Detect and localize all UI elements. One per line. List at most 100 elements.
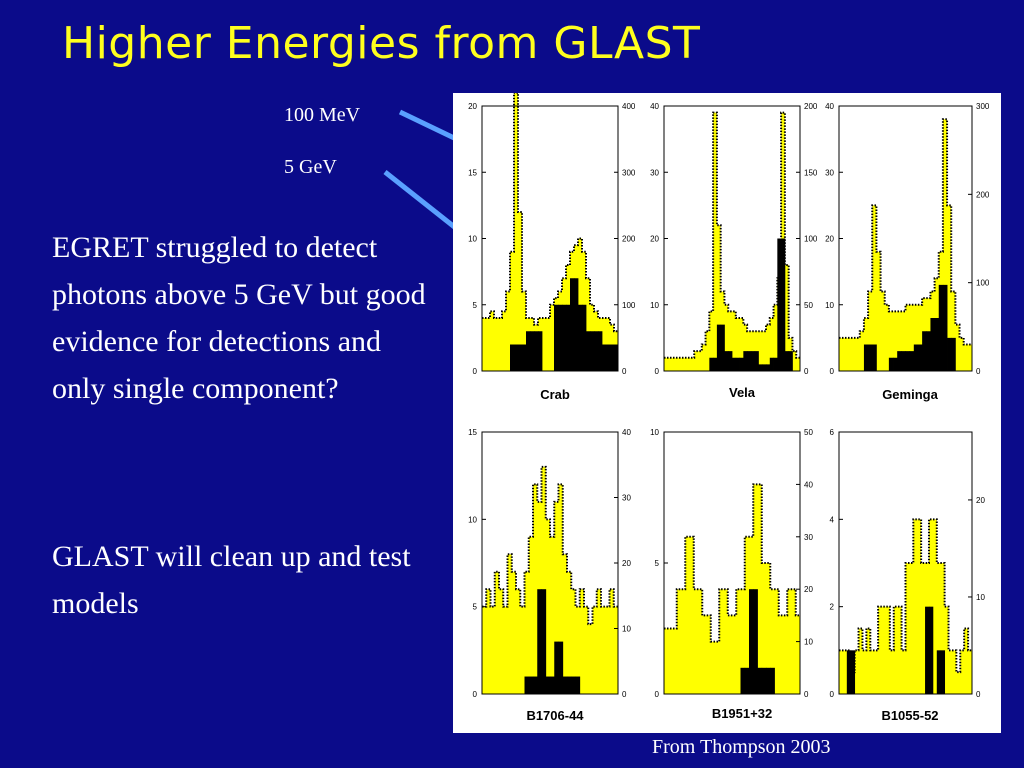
high-energy-bar xyxy=(582,304,587,371)
high-energy-bar xyxy=(893,357,898,371)
left-tick-label: 5 xyxy=(473,301,478,310)
pulsar-light-curves-figure: 051015200100200300400Crab010203040050100… xyxy=(453,93,1001,733)
left-tick-label: 20 xyxy=(468,102,477,111)
panel-title: B1951+32 xyxy=(712,706,772,721)
high-energy-bar xyxy=(709,357,714,371)
light-curve-6: 0 2 4 6 0 10 20 B1055-52 xyxy=(830,428,986,723)
high-energy-bar xyxy=(732,357,737,371)
low-energy-outline xyxy=(839,118,972,346)
right-tick-label: 0 xyxy=(804,367,809,376)
high-energy-bar xyxy=(909,351,915,371)
left-tick-label: 30 xyxy=(825,168,834,177)
light-curve-2: 0 10 20 30 40 0 50 100 150 200 Vela xyxy=(650,102,818,400)
high-energy-bar xyxy=(936,650,942,694)
high-energy-bar xyxy=(934,318,940,371)
high-energy-bar xyxy=(926,331,931,371)
left-tick-label: 0 xyxy=(655,690,660,699)
high-energy-bar xyxy=(769,357,774,371)
callout-5gev: 5 GeV xyxy=(284,156,337,178)
right-tick-label: 20 xyxy=(622,559,631,568)
high-energy-bar xyxy=(868,344,873,371)
right-tick-label: 30 xyxy=(622,494,631,503)
right-tick-label: 100 xyxy=(622,301,636,310)
right-tick-label: 150 xyxy=(804,168,818,177)
left-tick-label: 10 xyxy=(650,428,659,437)
high-energy-bar xyxy=(562,304,567,371)
high-energy-bar xyxy=(930,318,935,371)
right-tick-label: 0 xyxy=(976,690,981,699)
right-tick-label: 200 xyxy=(622,235,636,244)
high-energy-bar xyxy=(747,351,752,371)
high-energy-bar xyxy=(716,324,722,371)
high-energy-bar xyxy=(574,278,579,371)
high-energy-bar xyxy=(567,676,572,694)
right-tick-label: 20 xyxy=(804,585,813,594)
high-energy-bar xyxy=(558,641,564,694)
right-tick-label: 200 xyxy=(804,102,818,111)
callout-100mev: 100 MeV xyxy=(284,104,361,126)
high-energy-bar xyxy=(947,337,952,371)
panel-title: Geminga xyxy=(882,387,938,402)
high-energy-bar xyxy=(554,641,559,694)
high-energy-bar xyxy=(578,304,583,371)
high-energy-bar xyxy=(766,364,771,371)
high-energy-bar xyxy=(522,344,527,371)
right-tick-label: 300 xyxy=(622,168,636,177)
left-tick-label: 10 xyxy=(468,235,477,244)
right-tick-label: 200 xyxy=(976,190,990,199)
right-tick-label: 100 xyxy=(976,279,990,288)
high-energy-bar xyxy=(788,351,793,371)
high-energy-bar xyxy=(526,331,531,371)
high-energy-bar xyxy=(913,344,919,371)
low-energy-histogram xyxy=(482,466,618,694)
right-tick-label: 300 xyxy=(976,102,990,111)
high-energy-bar xyxy=(846,650,852,694)
high-energy-bar xyxy=(905,351,911,371)
high-energy-bar xyxy=(762,364,767,371)
high-energy-bar xyxy=(594,331,599,371)
left-tick-label: 5 xyxy=(473,603,478,612)
right-tick-label: 10 xyxy=(976,593,985,602)
left-tick-label: 10 xyxy=(468,515,477,524)
high-energy-bar xyxy=(901,351,906,371)
low-energy-histogram xyxy=(839,519,972,694)
left-tick-label: 20 xyxy=(650,235,659,244)
high-energy-bar xyxy=(524,676,530,694)
high-energy-bar xyxy=(781,238,786,371)
high-energy-bar xyxy=(749,589,754,694)
left-tick-label: 2 xyxy=(830,603,835,612)
right-tick-label: 50 xyxy=(804,428,813,437)
left-tick-label: 0 xyxy=(830,367,835,376)
high-energy-bar xyxy=(558,304,563,371)
high-energy-bar xyxy=(740,667,746,694)
light-curve-4: 0 5 10 15 0 10 20 30 40 B1706-44 xyxy=(468,428,631,723)
left-tick-label: 0 xyxy=(830,690,835,699)
high-energy-bar xyxy=(863,344,869,371)
high-energy-bar xyxy=(938,284,944,371)
left-tick-label: 40 xyxy=(650,102,659,111)
high-energy-bar xyxy=(850,650,856,694)
high-energy-bar xyxy=(735,357,740,371)
high-energy-bar xyxy=(777,238,782,371)
panel-title: B1706-44 xyxy=(526,708,584,723)
left-tick-label: 10 xyxy=(650,301,659,310)
right-tick-label: 0 xyxy=(622,367,627,376)
left-tick-label: 30 xyxy=(650,168,659,177)
right-tick-label: 40 xyxy=(804,480,813,489)
source-credit: From Thompson 2003 xyxy=(652,736,831,758)
high-energy-bar xyxy=(510,344,515,371)
left-tick-label: 15 xyxy=(468,168,477,177)
left-tick-label: 0 xyxy=(473,367,478,376)
right-tick-label: 0 xyxy=(976,367,981,376)
right-tick-label: 30 xyxy=(804,533,813,542)
low-energy-outline xyxy=(839,518,972,674)
low-energy-outline xyxy=(482,93,618,333)
left-tick-label: 15 xyxy=(468,428,477,437)
high-energy-bar xyxy=(550,676,555,694)
high-energy-bar xyxy=(720,324,725,371)
high-energy-bar xyxy=(713,357,718,371)
high-energy-bar xyxy=(928,606,934,694)
high-energy-bar xyxy=(750,351,756,371)
high-energy-bar xyxy=(571,676,576,694)
